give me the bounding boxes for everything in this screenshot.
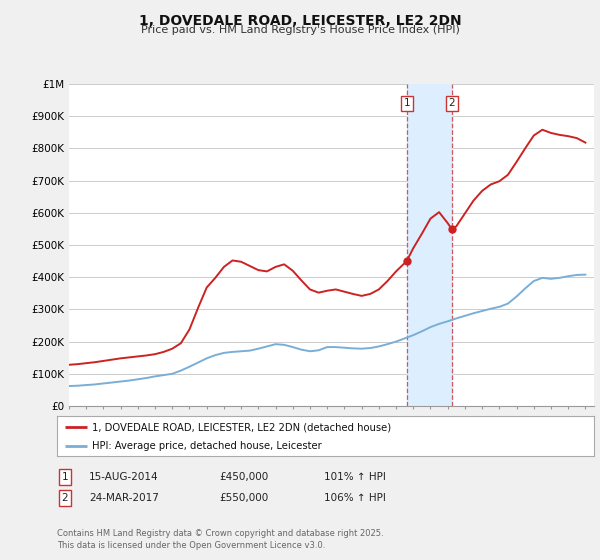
Text: HPI: Average price, detached house, Leicester: HPI: Average price, detached house, Leic… — [92, 441, 322, 451]
Text: 1: 1 — [403, 99, 410, 108]
Text: 1, DOVEDALE ROAD, LEICESTER, LE2 2DN: 1, DOVEDALE ROAD, LEICESTER, LE2 2DN — [139, 14, 461, 28]
Text: 15-AUG-2014: 15-AUG-2014 — [89, 472, 158, 482]
Bar — [407, 84, 452, 406]
Text: Contains HM Land Registry data © Crown copyright and database right 2025.
This d: Contains HM Land Registry data © Crown c… — [57, 529, 383, 550]
Text: 106% ↑ HPI: 106% ↑ HPI — [324, 493, 386, 503]
Text: 1: 1 — [61, 472, 68, 482]
Text: 1, DOVEDALE ROAD, LEICESTER, LE2 2DN (detached house): 1, DOVEDALE ROAD, LEICESTER, LE2 2DN (de… — [92, 422, 391, 432]
Text: Price paid vs. HM Land Registry's House Price Index (HPI): Price paid vs. HM Land Registry's House … — [140, 25, 460, 35]
Text: £550,000: £550,000 — [219, 493, 268, 503]
Text: 24-MAR-2017: 24-MAR-2017 — [89, 493, 158, 503]
Text: 2: 2 — [448, 99, 455, 108]
Text: £450,000: £450,000 — [219, 472, 268, 482]
Text: 101% ↑ HPI: 101% ↑ HPI — [324, 472, 386, 482]
Text: 2: 2 — [61, 493, 68, 503]
